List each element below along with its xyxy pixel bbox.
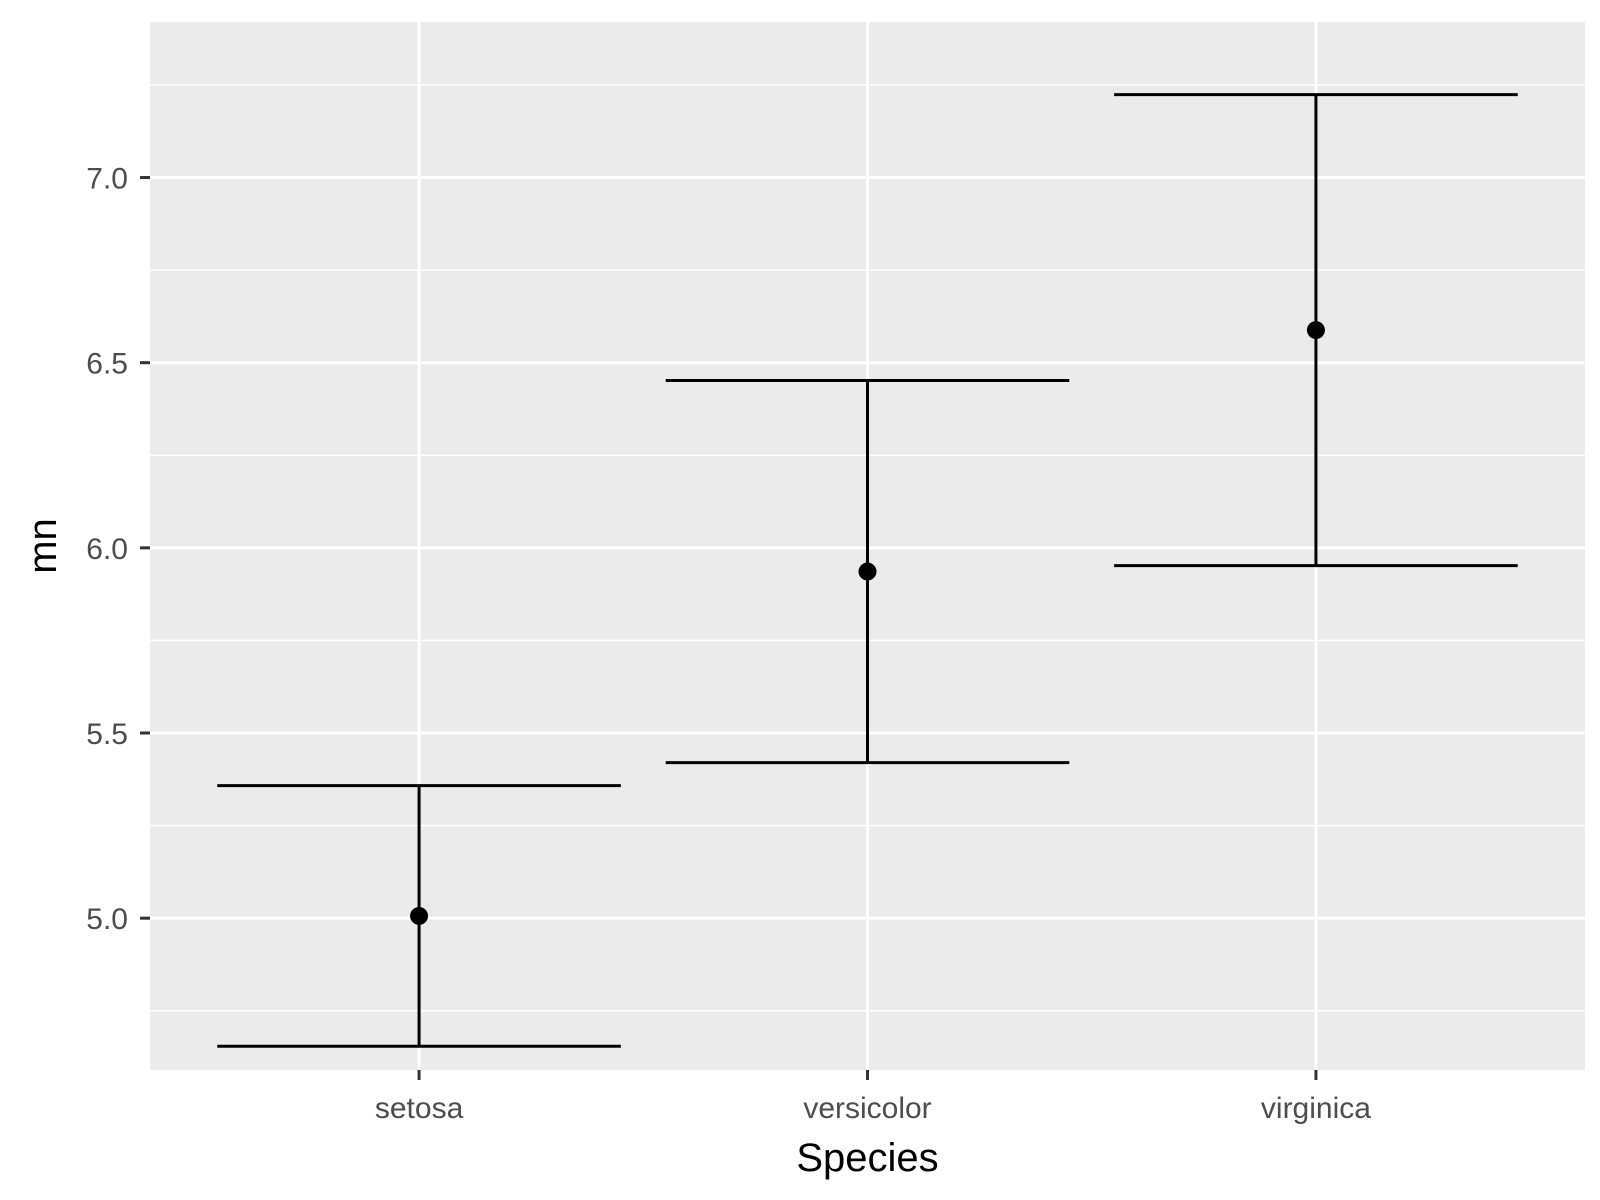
mean-point <box>410 906 429 925</box>
error-bars <box>217 93 1518 1048</box>
mean-point <box>858 562 877 581</box>
y-tick-label: 5.5 <box>86 718 128 751</box>
y-axis: 5.0 5.5 6.0 6.5 7.0 <box>86 163 150 936</box>
x-axis: setosa versicolor virginica <box>375 1070 1371 1125</box>
y-tick-label: 6.0 <box>86 533 128 566</box>
y-tick-label: 7.0 <box>86 163 128 196</box>
y-tick-label: 5.0 <box>86 903 128 936</box>
x-tick-label: setosa <box>375 1092 464 1125</box>
mean-point <box>1306 321 1325 340</box>
y-tick-label: 6.5 <box>86 348 128 381</box>
x-tick-label: virginica <box>1261 1092 1371 1125</box>
errorbar-setosa <box>217 784 621 1048</box>
x-tick-label: versicolor <box>803 1092 931 1125</box>
x-axis-title: Species <box>796 1136 938 1180</box>
errorbar-versicolor <box>665 378 1070 765</box>
y-axis-title: mn <box>21 518 65 574</box>
errorbar-virginica <box>1114 93 1518 568</box>
